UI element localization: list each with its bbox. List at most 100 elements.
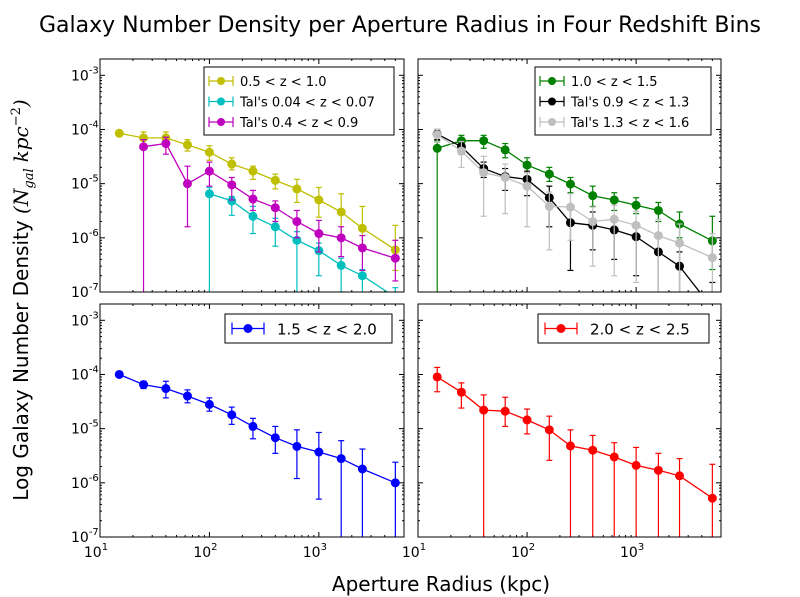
data-point <box>588 191 598 201</box>
chart-title: Galaxy Number Density per Aperture Radiu… <box>39 13 761 38</box>
x-tick-label: 103 <box>303 542 327 561</box>
y-tick-base: 10 <box>71 285 89 301</box>
y-tick-label: 10-4 <box>71 364 99 383</box>
y-tick-exp: -6 <box>89 473 99 484</box>
data-point <box>565 179 575 189</box>
data-point <box>139 380 149 390</box>
data-point <box>500 406 510 416</box>
x-tick-base: 10 <box>303 545 321 561</box>
data-point <box>391 293 399 301</box>
y-tick-exp: -7 <box>89 527 99 538</box>
data-point <box>588 217 598 227</box>
data-point <box>336 233 346 243</box>
y-tick-label: 10-4 <box>71 119 99 138</box>
series-1 <box>114 369 400 537</box>
data-point <box>544 201 554 211</box>
data-point <box>270 203 280 213</box>
data-point <box>248 211 258 221</box>
data-point <box>609 214 619 224</box>
data-point <box>456 146 466 156</box>
data-point <box>227 180 237 190</box>
data-point <box>314 195 324 205</box>
data-point <box>357 243 367 253</box>
data-point <box>182 391 192 401</box>
data-point <box>114 128 124 138</box>
y-axis-label-main: Log Galaxy Number Density <box>9 214 33 501</box>
data-point <box>292 441 302 451</box>
series-line <box>143 142 396 259</box>
y-axis-label-n: N <box>9 187 33 207</box>
data-point <box>182 140 192 150</box>
legend-label: Tal's 0.4 < z < 0.9 <box>239 116 358 131</box>
data-point <box>653 465 663 475</box>
data-point <box>139 142 149 152</box>
legend-label: Tal's 0.9 < z < 1.3 <box>570 96 689 111</box>
data-point <box>479 136 489 146</box>
y-tick-label: 10-3 <box>71 65 99 84</box>
x-tick-label: 102 <box>193 542 217 561</box>
panel-frame <box>99 303 405 538</box>
series-line <box>119 373 396 484</box>
data-point <box>270 433 280 443</box>
legend-swatch-marker <box>548 118 556 126</box>
y-axis-label: Log Galaxy Number Density (Ngal kpc−2) <box>9 99 37 500</box>
data-point <box>522 160 532 170</box>
data-point <box>248 421 258 431</box>
data-point <box>161 139 171 149</box>
data-point <box>292 184 302 194</box>
y-axis-label-kpc: kpc <box>9 126 33 162</box>
legend-label: 0.5 < z < 1.0 <box>240 75 327 90</box>
y-tick-base: 10 <box>71 231 89 247</box>
data-point <box>204 399 214 409</box>
x-tick-exp: 1 <box>420 542 426 553</box>
y-axis-label-close: ) <box>9 99 33 108</box>
y-tick-label: 10-6 <box>71 473 99 492</box>
data-point <box>204 189 214 199</box>
x-tick-label: 101 <box>84 542 108 561</box>
y-tick-label: 10-7 <box>71 282 99 301</box>
data-point <box>432 372 442 382</box>
x-tick-label: 102 <box>511 542 535 561</box>
data-point <box>270 222 280 232</box>
series-line <box>436 134 713 259</box>
data-point <box>161 384 171 394</box>
data-point <box>314 447 324 457</box>
data-point <box>357 271 367 281</box>
series-line <box>119 132 396 251</box>
legend-label: 2.0 < z < 2.5 <box>590 321 690 339</box>
y-tick-base: 10 <box>71 530 89 546</box>
y-tick-base: 10 <box>71 68 89 84</box>
data-point <box>588 445 598 455</box>
panel-frame <box>417 58 722 293</box>
y-tick-label: 10-5 <box>71 419 99 438</box>
x-tick-label: 101 <box>402 542 426 561</box>
legend-swatch-marker <box>217 77 225 85</box>
y-tick-exp: -7 <box>89 282 99 293</box>
x-axis-label: Aperture Radius (kpc) <box>332 572 550 596</box>
data-point <box>707 253 717 263</box>
data-point <box>500 145 510 155</box>
series-line <box>436 133 701 292</box>
y-tick-base: 10 <box>71 313 89 329</box>
data-point <box>182 179 192 189</box>
panel-frame <box>99 58 405 293</box>
plot-area <box>432 366 717 537</box>
y-tick-exp: -6 <box>89 228 99 239</box>
legend: 2.0 < z < 2.5 <box>537 313 710 344</box>
data-point <box>336 454 346 464</box>
data-point <box>314 229 324 239</box>
y-tick-base: 10 <box>71 422 89 438</box>
data-point <box>248 166 258 176</box>
data-point <box>522 181 532 191</box>
x-tick-exp: 2 <box>529 542 535 553</box>
y-tick-base: 10 <box>71 476 89 492</box>
data-point <box>675 471 685 481</box>
data-point <box>631 220 641 230</box>
x-tick-base: 10 <box>402 545 420 561</box>
plot-area <box>114 369 400 537</box>
legend-label: Tal's 1.3 < z < 1.6 <box>570 116 689 131</box>
series-1 <box>432 366 717 537</box>
legend: 1.5 < z < 2.0 <box>224 313 393 344</box>
data-point <box>707 493 717 503</box>
